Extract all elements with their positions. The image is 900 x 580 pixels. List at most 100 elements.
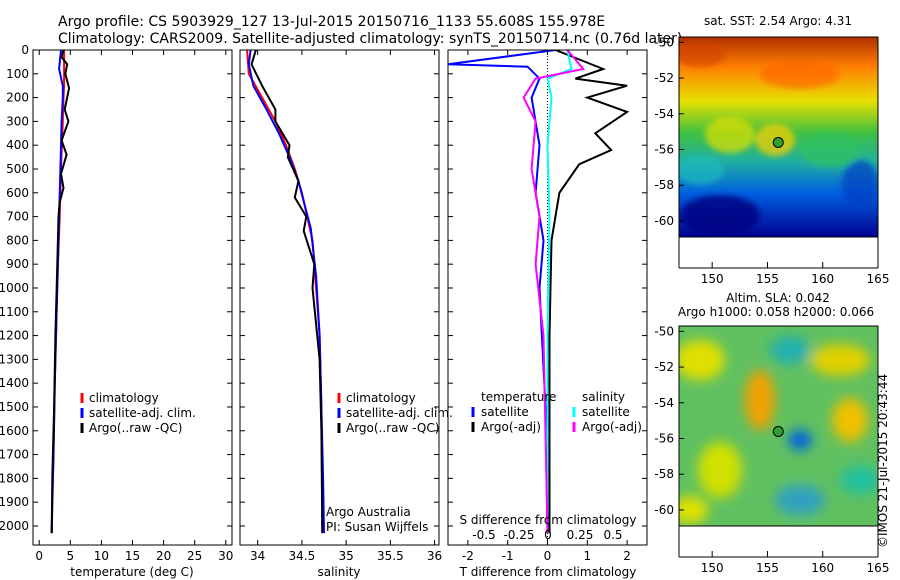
legend-entry: satellite-adj. clim. xyxy=(89,406,196,420)
x-tick-label: 1 xyxy=(583,549,591,563)
depth-tick-label: 0 xyxy=(21,43,29,57)
figure-title-line-2: Climatology: CARS2009. Satellite-adjuste… xyxy=(58,31,683,47)
sst-map-frame xyxy=(678,36,879,238)
depth-tick-label: 300 xyxy=(6,114,29,128)
sla-map-image xyxy=(679,326,878,526)
depth-tick-label: 1600 xyxy=(0,424,29,438)
x-tick-label: 0 xyxy=(544,549,552,563)
legend-entry: climatology xyxy=(346,391,416,405)
legend-entry: Argo(..raw -QC) xyxy=(346,421,439,435)
lat-tick-label: -56 xyxy=(654,432,674,446)
depth-tick-label: 1500 xyxy=(0,400,29,414)
salinity-xlabel: salinity xyxy=(317,565,360,579)
lat-tick-label: -60 xyxy=(654,503,674,517)
sla-map-frame xyxy=(678,325,879,527)
depth-tick-label: 500 xyxy=(6,162,29,176)
x-tick-label: 34.5 xyxy=(289,549,316,563)
argo-location-marker xyxy=(772,426,784,437)
depth-tick-label: 2000 xyxy=(0,519,29,533)
figure-title-line-1: Argo profile: CS 5903929_127 13-Jul-2015… xyxy=(58,14,606,30)
depth-tick-label: 700 xyxy=(6,210,29,224)
pi-annotation: PI: Susan Wijffels xyxy=(326,520,428,534)
x-tick-label: 36 xyxy=(427,549,442,563)
legend-entry: Argo(..raw -QC) xyxy=(89,421,182,435)
x-tick-label: 0 xyxy=(35,549,43,563)
temperature-series-argo-raw-qc xyxy=(50,50,71,534)
depth-tick-label: 1900 xyxy=(0,495,29,509)
s-difference-tick-label: 0 xyxy=(544,528,552,542)
s-difference-tick-label: -0.25 xyxy=(503,528,534,542)
x-tick-label: 20 xyxy=(156,549,171,563)
argo-location-marker xyxy=(772,137,784,148)
legend-entry: temperature xyxy=(481,390,556,404)
argo-australia-annotation: Argo Australia xyxy=(326,505,411,519)
x-tick-label: 5 xyxy=(66,549,74,563)
lat-tick-label: -56 xyxy=(654,143,674,157)
salinity-series-argo-raw-qc xyxy=(250,50,324,534)
depth-tick-label: 800 xyxy=(6,233,29,247)
depth-tick-label: 200 xyxy=(6,91,29,105)
difference-series-salinity-satellite xyxy=(546,50,573,534)
lat-tick-label: -50 xyxy=(654,35,674,49)
depth-tick-label: 1700 xyxy=(0,448,29,462)
lon-tick-label: 165 xyxy=(867,561,890,575)
difference-series-temperature-satellite xyxy=(448,50,556,534)
salinity-plot-frame xyxy=(239,49,440,546)
depth-tick-label: 1000 xyxy=(0,281,29,295)
s-difference-tick-label: 0.25 xyxy=(567,528,594,542)
lon-tick-label: 160 xyxy=(811,561,834,575)
sla-map-panel: Altim. SLA: 0.042 Argo h1000: 0.058 h200… xyxy=(654,291,889,575)
lat-tick-label: -52 xyxy=(654,360,674,374)
legend-entry: satellite-adj. clim. xyxy=(346,406,453,420)
legend-entry: satellite xyxy=(481,405,529,419)
depth-tick-label: 1200 xyxy=(0,329,29,343)
depth-tick-label: 1800 xyxy=(0,471,29,485)
s-difference-tick-label: 0.5 xyxy=(603,528,622,542)
legend-entry: satellite xyxy=(582,405,630,419)
lat-tick-label: -60 xyxy=(654,214,674,228)
difference-panel: -2 -1 0 1 2 temperaturesatelliteArgo(-adj)sa… xyxy=(447,49,648,579)
salinity-series-climatology xyxy=(246,50,324,534)
x-tick-label: -1 xyxy=(502,549,514,563)
depth-tick-label: 1400 xyxy=(0,376,29,390)
lon-tick-label: 150 xyxy=(701,272,724,286)
x-tick-label: 35 xyxy=(338,549,353,563)
t-difference-xlabel: T difference from climatology xyxy=(459,565,637,579)
legend-entry: salinity xyxy=(582,390,625,404)
s-difference-tick-label: -0.5 xyxy=(472,528,495,542)
x-tick-label: 25 xyxy=(187,549,202,563)
x-tick-label: 30 xyxy=(218,549,233,563)
difference-series-salinity-argo-adj xyxy=(522,50,586,534)
x-tick-label: 15 xyxy=(125,549,140,563)
lon-tick-label: 165 xyxy=(867,272,890,286)
lat-tick-label: -58 xyxy=(654,178,674,192)
depth-tick-label: 600 xyxy=(6,186,29,200)
x-tick-label: 10 xyxy=(94,549,109,563)
sst-map-title: sat. SST: 2.54 Argo: 4.31 xyxy=(704,14,852,28)
lon-tick-label: 150 xyxy=(701,561,724,575)
legend-entry: Argo(-adj) xyxy=(481,420,541,434)
lat-tick-label: -54 xyxy=(654,107,674,121)
sla-map-title: Altim. SLA: 0.042 xyxy=(726,291,830,305)
depth-tick-label: 400 xyxy=(6,138,29,152)
depth-tick-label: 1300 xyxy=(0,352,29,366)
s-difference-label: S difference from climatology xyxy=(460,513,637,527)
lon-tick-label: 155 xyxy=(756,561,779,575)
temperature-xlabel: temperature (deg C) xyxy=(70,565,193,579)
depth-tick-label: 100 xyxy=(6,67,29,81)
lon-tick-label: 160 xyxy=(811,272,834,286)
x-tick-label: -2 xyxy=(462,549,474,563)
sst-map-image xyxy=(679,37,878,237)
x-tick-label: 34 xyxy=(250,549,265,563)
lat-tick-label: -54 xyxy=(654,396,674,410)
depth-tick-label: 1100 xyxy=(0,305,29,319)
sst-map-panel: sat. SST: 2.54 Argo: 4.31 150 155 160 165 -5… xyxy=(654,14,889,286)
lat-tick-label: -58 xyxy=(654,467,674,481)
difference-series-temperature-argo-adj xyxy=(548,50,630,534)
imos-credit: ©IMOS 21-Jul-2015 20:43:44 xyxy=(876,373,890,548)
temperature-panel: 0 5 10 15 20 25 300100200300400500600700800900… xyxy=(0,43,233,579)
sla-map-subtitle: Argo h1000: 0.058 h2000: 0.066 xyxy=(678,305,874,319)
depth-tick-label: 900 xyxy=(6,257,29,271)
lon-tick-label: 155 xyxy=(756,272,779,286)
